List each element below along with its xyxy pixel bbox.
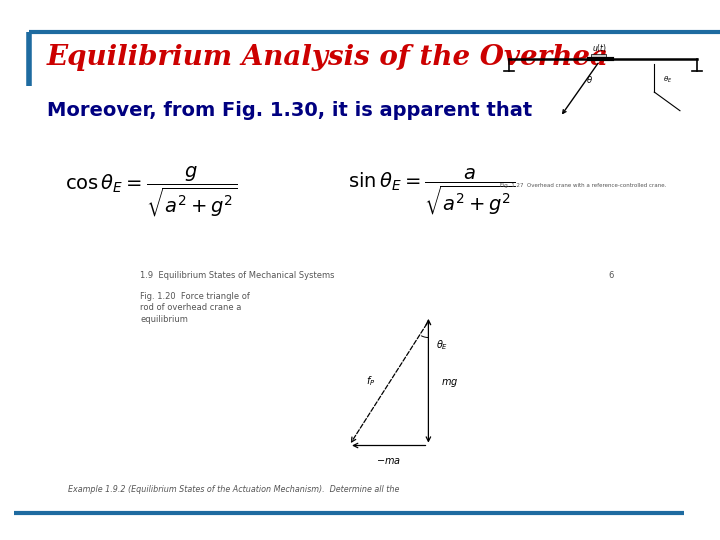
- Text: $\theta$: $\theta$: [586, 74, 593, 85]
- Text: $f_P$: $f_P$: [366, 374, 376, 388]
- Text: $\sin\theta_E = \dfrac{a}{\sqrt{a^2 + g^2}}$: $\sin\theta_E = \dfrac{a}{\sqrt{a^2 + g^…: [348, 166, 516, 217]
- Text: Fig. 1.20  Force triangle of
rod of overhead crane a
equilibrium: Fig. 1.20 Force triangle of rod of overh…: [140, 292, 251, 324]
- Text: Fig. 1.27  Overhead crane with a reference-controlled crane.: Fig. 1.27 Overhead crane with a referenc…: [500, 183, 667, 188]
- Text: $-m a$: $-m a$: [377, 456, 401, 467]
- Text: $\theta_E$: $\theta_E$: [436, 339, 448, 353]
- Text: Example 1.9.2 (Equilibrium States of the Actuation Mechanism).  Determine all th: Example 1.9.2 (Equilibrium States of the…: [68, 485, 400, 494]
- Text: $mg$: $mg$: [441, 377, 459, 389]
- Text: Moreover, from Fig. 1.30, it is apparent that: Moreover, from Fig. 1.30, it is apparent…: [47, 101, 532, 120]
- Text: 6: 6: [608, 271, 613, 280]
- Text: Equilibrium Analysis of the Overhea: Equilibrium Analysis of the Overhea: [47, 44, 609, 71]
- Text: $u(t)$: $u(t)$: [592, 42, 607, 53]
- Text: $\cos\theta_E = \dfrac{g}{\sqrt{a^2 + g^2}}$: $\cos\theta_E = \dfrac{g}{\sqrt{a^2 + g^…: [65, 165, 238, 219]
- Bar: [591, 53, 606, 60]
- Text: 1.9  Equilibrium States of Mechanical Systems: 1.9 Equilibrium States of Mechanical Sys…: [140, 271, 335, 280]
- Text: $\theta_E$: $\theta_E$: [663, 75, 672, 85]
